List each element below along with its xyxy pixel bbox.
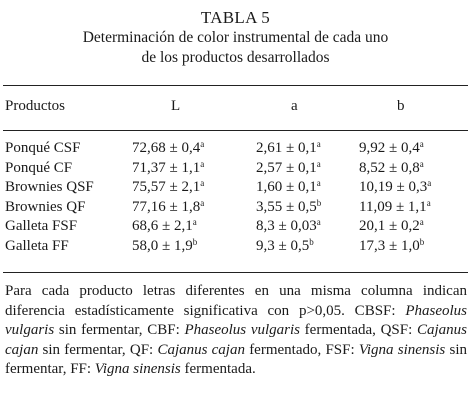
cell-value: Brownies QF xyxy=(5,198,86,215)
significance-letter: b xyxy=(192,236,198,247)
cell-value: 8,52 ± 0,8 xyxy=(359,159,420,176)
cell-a: 9,3 ± 0,5b xyxy=(256,237,314,257)
cell-product: Ponqué CSF xyxy=(5,139,80,158)
header-rule xyxy=(3,130,468,131)
footnote-text: Para cada producto letras diferentes en … xyxy=(5,283,467,319)
cell-value: Galleta FF xyxy=(5,237,69,254)
header-l: L xyxy=(171,98,181,114)
cell-b: 17,3 ± 1,0b xyxy=(359,237,424,257)
species-name: Cajanus cajan xyxy=(157,341,245,358)
cell-value: 10,19 ± 0,3 xyxy=(359,179,428,195)
significance-letter: b xyxy=(309,236,314,247)
cell-value: 8,3 ± 0,03 xyxy=(256,218,317,234)
significance-letter: a xyxy=(426,197,431,208)
cell-b: 9,92 ± 0,4a xyxy=(359,139,424,159)
cell-value: 11,09 ± 1,1 xyxy=(359,198,427,215)
species-name: Phaseolus vulgaris xyxy=(5,302,467,339)
species-name: Vigna sinensis xyxy=(94,361,181,378)
cell-l: 58,0 ± 1,9b xyxy=(132,237,197,257)
footnote-text: fermentado, FSF: xyxy=(244,341,359,358)
cell-value: 1,60 ± 0,1 xyxy=(256,179,317,195)
cell-value: 71,37 ± 1,1 xyxy=(132,159,201,176)
top-rule xyxy=(3,85,468,86)
significance-letter: a xyxy=(200,139,205,149)
cell-product: Ponqué CF xyxy=(5,159,72,178)
cell-b: 11,09 ± 1,1a xyxy=(359,198,431,218)
cell-value: 58,0 ± 1,9 xyxy=(132,237,193,254)
significance-letter: b xyxy=(316,197,322,208)
cell-value: Brownies QSF xyxy=(5,179,94,195)
cell-product: Brownies QSF xyxy=(5,178,94,197)
cell-b: 10,19 ± 0,3a xyxy=(359,178,431,198)
cell-value: 2,57 ± 0,1 xyxy=(256,159,317,176)
footnote-text: fermentada. xyxy=(180,361,256,378)
footnote-text: sin fermentar, CBF: xyxy=(54,322,185,339)
significance-letter: a xyxy=(316,217,321,227)
table-caption: TABLA 5 Determinación de color instrumen… xyxy=(0,8,471,68)
cell-a: 2,57 ± 0,1a xyxy=(256,159,321,179)
species-name: Vigna sinensis xyxy=(358,341,446,358)
cell-a: 2,61 ± 0,1a xyxy=(256,139,321,159)
table-title-line-2: de los productos desarrollados xyxy=(141,49,330,66)
cell-value: 9,92 ± 0,4 xyxy=(359,140,420,156)
cell-value: Galleta FSF xyxy=(5,218,78,234)
significance-letter: a xyxy=(419,139,424,149)
significance-letter: b xyxy=(419,236,425,247)
cell-value: 17,3 ± 1,0 xyxy=(359,237,420,254)
cell-value: 2,61 ± 0,1 xyxy=(256,140,317,156)
significance-letter: a xyxy=(427,178,432,188)
footnote-text: fermentada, QSF: xyxy=(299,322,417,339)
bottom-rule xyxy=(3,272,468,273)
cell-b: 20,1 ± 0,2a xyxy=(359,217,424,237)
cell-value: 72,68 ± 0,4 xyxy=(132,140,201,156)
cell-value: Ponqué CSF xyxy=(5,140,81,156)
cell-value: 9,3 ± 0,5 xyxy=(256,237,310,254)
cell-product: Galleta FF xyxy=(5,237,69,256)
significance-letter: a xyxy=(200,197,205,208)
significance-letter: a xyxy=(316,178,321,188)
cell-l: 68,6 ± 2,1a xyxy=(132,217,197,237)
significance-letter: a xyxy=(316,139,321,149)
cell-a: 8,3 ± 0,03a xyxy=(256,217,321,237)
cell-a: 1,60 ± 0,1a xyxy=(256,178,321,198)
cell-value: 77,16 ± 1,8 xyxy=(132,198,201,215)
significance-letter: a xyxy=(200,178,205,188)
cell-l: 75,57 ± 2,1a xyxy=(132,178,204,198)
table-number: TABLA 5 xyxy=(200,8,271,27)
footnote-text: sin fermentar, FF: xyxy=(5,341,467,378)
significance-letter: a xyxy=(316,158,321,169)
cell-value: 75,57 ± 2,1 xyxy=(132,179,201,195)
cell-product: Galleta FSF xyxy=(5,217,77,236)
species-name: Cajanus cajan xyxy=(5,322,467,358)
header-a: a xyxy=(291,98,298,114)
significance-letter: a xyxy=(192,217,197,227)
cell-value: Ponqué CF xyxy=(5,159,73,176)
significance-letter: a xyxy=(200,158,205,169)
species-name: Phaseolus vulgaris xyxy=(184,322,300,339)
cell-b: 8,52 ± 0,8a xyxy=(359,159,424,179)
header-productos: Productos xyxy=(5,98,65,114)
cell-product: Brownies QF xyxy=(5,198,85,217)
cell-a: 3,55 ± 0,5b xyxy=(256,198,321,218)
cell-value: 20,1 ± 0,2 xyxy=(359,218,420,234)
cell-l: 71,37 ± 1,1a xyxy=(132,159,204,179)
footnote-text: sin fermentar, QF: xyxy=(38,341,158,358)
cell-value: 68,6 ± 2,1 xyxy=(132,218,193,234)
header-b: b xyxy=(397,98,405,114)
cell-value: 3,55 ± 0,5 xyxy=(256,198,317,215)
significance-letter: a xyxy=(419,158,424,169)
table-footnote: Para cada producto letras diferentes en … xyxy=(5,282,467,380)
cell-l: 77,16 ± 1,8a xyxy=(132,198,204,218)
cell-l: 72,68 ± 0,4a xyxy=(132,139,204,159)
table-title-line-1: Determinación de color instrumental de c… xyxy=(82,29,389,46)
significance-letter: a xyxy=(419,217,424,227)
